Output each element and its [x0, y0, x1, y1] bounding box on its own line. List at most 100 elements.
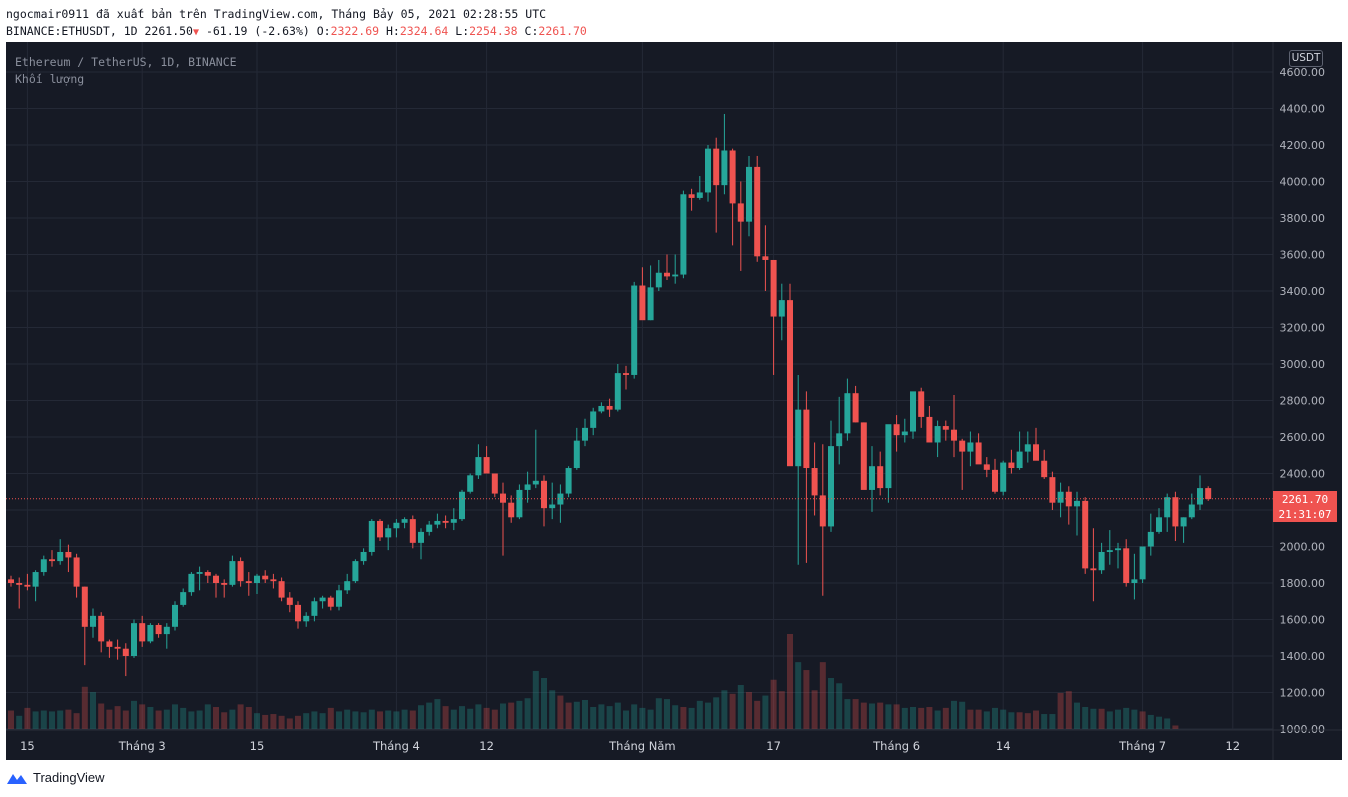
volume-bar — [204, 704, 211, 729]
volume-bar — [295, 715, 301, 729]
volume-bar — [992, 707, 998, 729]
candle-body — [286, 597, 293, 605]
candle-body — [90, 615, 96, 627]
volume-bar — [565, 702, 572, 729]
candle-body — [606, 405, 613, 410]
volume-bar — [491, 709, 498, 729]
volume-bar — [860, 702, 867, 729]
bar-countdown: 21:31:07 — [1278, 508, 1332, 521]
volume-bar — [631, 704, 638, 729]
volume-bar — [606, 706, 613, 729]
candle-body — [885, 424, 892, 489]
triangle-down-icon: ▼ — [192, 27, 199, 38]
volume-bar — [942, 707, 949, 729]
last-price: 2261.50 — [144, 24, 193, 38]
candle-body — [188, 573, 195, 593]
y-tick-label: 1200.00 — [1280, 687, 1326, 700]
candle-body — [24, 584, 31, 587]
candle-body — [352, 561, 359, 582]
volume-bar — [311, 711, 318, 729]
candle-body — [516, 489, 523, 518]
candle-body — [368, 520, 375, 552]
volume-bar — [286, 718, 293, 729]
candle-body — [1115, 548, 1121, 551]
volume-bar — [81, 686, 88, 729]
volume-bar — [57, 710, 64, 729]
candle-body — [737, 203, 744, 222]
candle-body — [237, 561, 244, 582]
volume-legend: Khối lượng — [15, 72, 85, 86]
volume-bar — [557, 695, 564, 729]
y-tick-label: 1600.00 — [1280, 614, 1326, 627]
candle-body — [795, 409, 802, 467]
candle-body — [360, 551, 367, 562]
volume-bar — [352, 711, 359, 729]
volume-bar — [762, 695, 769, 729]
volume-bar — [680, 707, 687, 729]
volume-bar — [573, 701, 580, 729]
volume-bar — [1049, 714, 1056, 729]
volume-bar — [319, 713, 326, 729]
volume-bar — [532, 670, 539, 729]
axis-layer: 1000.001200.001400.001600.001800.002000.… — [6, 42, 1342, 760]
candle-body — [442, 520, 449, 523]
candle-body — [196, 572, 203, 574]
candle-body — [729, 150, 736, 204]
candle-body — [680, 194, 687, 275]
chart-panel[interactable]: 1000.00 1200.00 1400.00 1600.00 1800.00 2000.… — [6, 42, 1342, 760]
candle-body — [1074, 500, 1080, 507]
publish-attribution: ngocmair0911 đã xuất bản trên TradingVie… — [6, 7, 547, 21]
volume-bar — [901, 707, 908, 729]
volume-bar — [582, 699, 588, 729]
candle-body — [705, 148, 711, 193]
volume-bar — [959, 701, 966, 729]
volume-bar — [811, 690, 818, 729]
ohlc-header: BINANCE:ETHUSDT, 1D 2261.50▼ -61.19 (-2.… — [6, 24, 587, 38]
candle-body — [992, 469, 998, 492]
candle-body — [696, 192, 703, 198]
y-tick-label: 3400.00 — [1280, 285, 1326, 298]
candle-body — [787, 300, 793, 467]
price-unit-button[interactable]: USDT — [1289, 50, 1323, 67]
candle-body — [106, 641, 113, 647]
candle-body — [655, 272, 662, 288]
candle-body — [1188, 504, 1195, 518]
candle-body — [49, 559, 55, 562]
tradingview-logo[interactable]: TradingView — [6, 770, 105, 785]
volume-bar — [1131, 709, 1138, 729]
candlestick-chart[interactable]: 1000.001200.001400.001600.001800.002000.… — [6, 42, 1342, 760]
y-tick-label: 2400.00 — [1280, 468, 1326, 481]
candle-body — [262, 575, 269, 580]
volume-bar — [24, 707, 31, 729]
candle-body — [163, 626, 170, 635]
volume-bar — [754, 700, 761, 729]
x-tick-label: Tháng 3 — [118, 739, 166, 753]
volume-bar — [32, 711, 39, 729]
candle-body — [467, 475, 474, 492]
candle-body — [245, 581, 252, 583]
candle-body — [475, 457, 482, 476]
volume-bar — [664, 699, 670, 729]
volume-bar — [795, 662, 802, 729]
x-tick-label: 12 — [479, 739, 494, 753]
volume-bar — [459, 706, 465, 729]
volume-bar — [893, 704, 900, 729]
candle-body — [918, 391, 925, 417]
volume-bar — [147, 707, 154, 729]
volume-bar — [737, 685, 744, 729]
candle-body — [508, 502, 515, 518]
candle-body — [582, 427, 588, 441]
volume-bar — [360, 712, 367, 729]
chart-legend-title: Ethereum / TetherUS, 1D, BINANCE — [15, 55, 237, 69]
x-tick-label: 15 — [250, 739, 265, 753]
volume-bar — [426, 702, 433, 729]
candle-body — [541, 480, 547, 509]
volume-bar — [122, 710, 129, 729]
y-tick-label: 3000.00 — [1280, 358, 1326, 371]
volume-bar — [368, 709, 375, 729]
candle-body — [1049, 477, 1056, 503]
candle-body — [418, 531, 424, 543]
candle-body — [155, 624, 162, 635]
volume-bar — [278, 715, 285, 729]
y-tick-label: 4600.00 — [1280, 66, 1326, 79]
